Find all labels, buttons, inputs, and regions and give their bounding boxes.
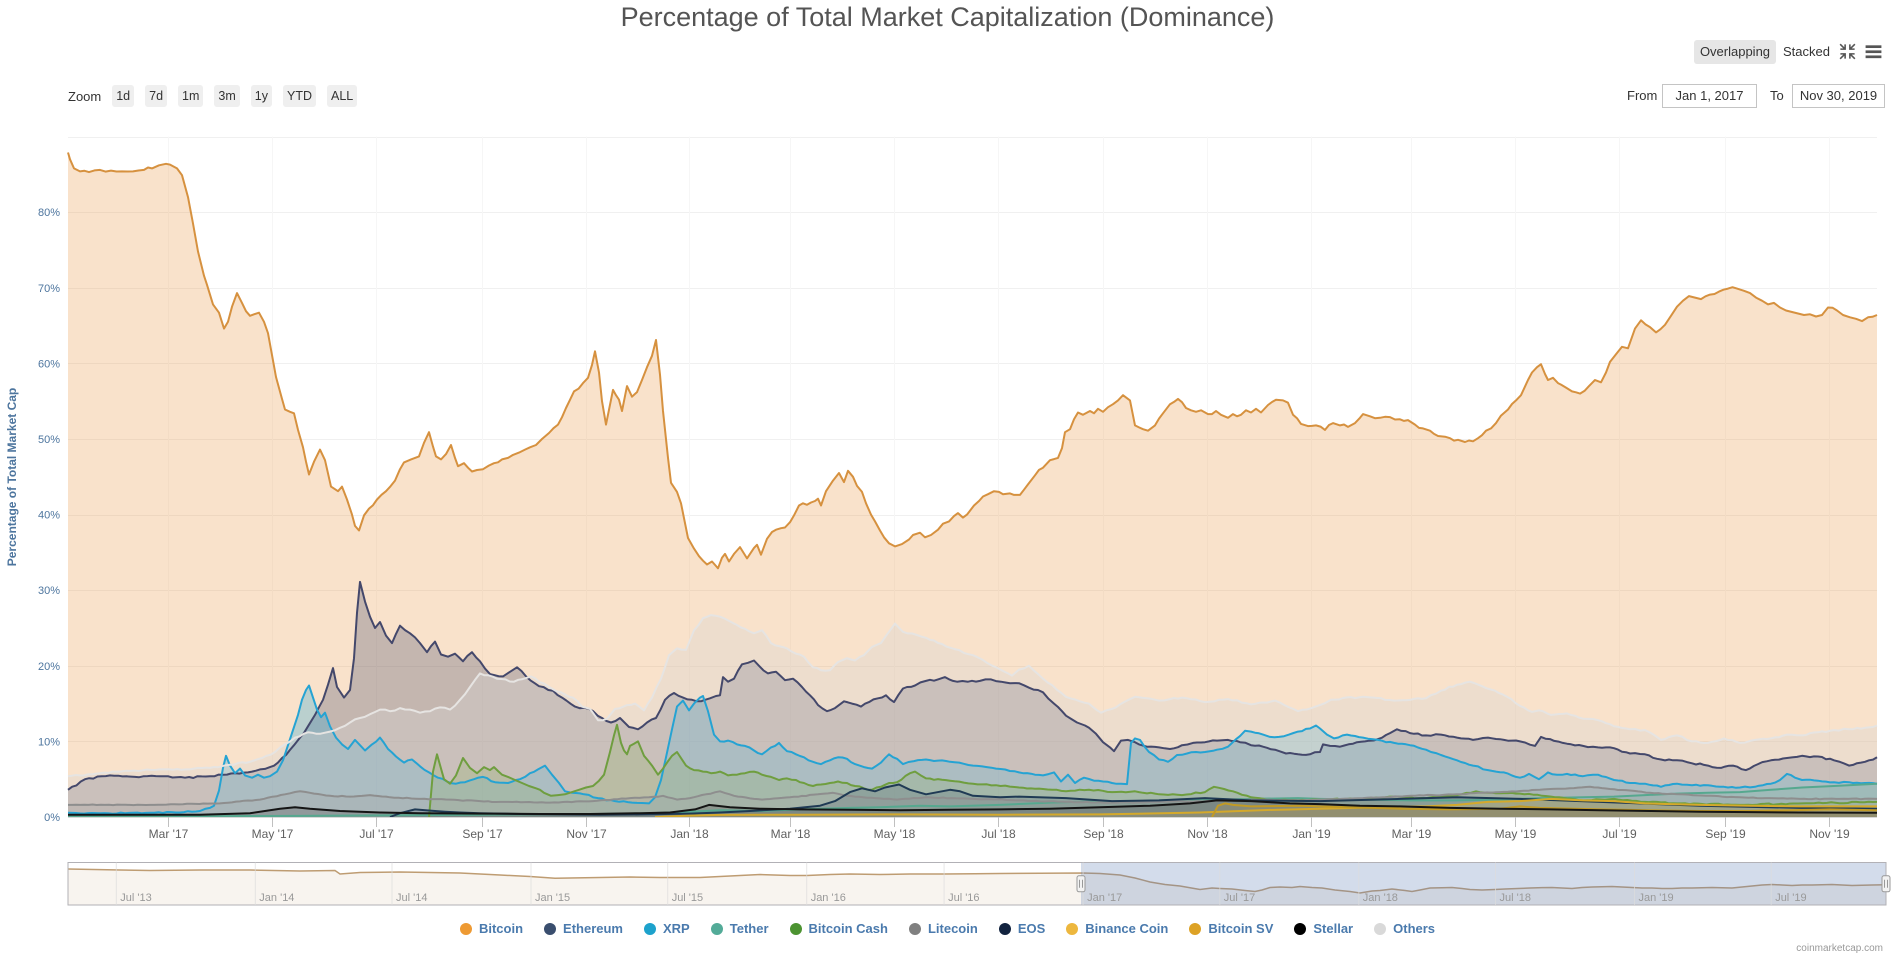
svg-text:60%: 60% [38, 358, 60, 370]
svg-text:Jan '16: Jan '16 [811, 892, 846, 904]
svg-text:Jan '18: Jan '18 [670, 827, 709, 841]
svg-text:Jul '14: Jul '14 [396, 892, 427, 904]
svg-text:70%: 70% [38, 283, 60, 295]
svg-text:May '18: May '18 [874, 827, 916, 841]
svg-text:Mar '18: Mar '18 [771, 827, 811, 841]
svg-text:50%: 50% [38, 434, 60, 446]
svg-text:Jan '14: Jan '14 [259, 892, 294, 904]
svg-text:Nov '17: Nov '17 [566, 827, 607, 841]
svg-text:Jul '18: Jul '18 [1500, 892, 1531, 904]
svg-text:Jan '18: Jan '18 [1363, 892, 1398, 904]
svg-text:Jul '17: Jul '17 [1224, 892, 1255, 904]
svg-text:Nov '18: Nov '18 [1187, 827, 1228, 841]
svg-text:Nov '19: Nov '19 [1809, 827, 1850, 841]
svg-text:Percentage of Total Market Cap: Percentage of Total Market Cap [5, 388, 19, 567]
svg-text:0%: 0% [44, 812, 60, 824]
svg-text:10%: 10% [38, 736, 60, 748]
svg-text:Jan '19: Jan '19 [1292, 827, 1331, 841]
svg-text:Jul '17: Jul '17 [359, 827, 394, 841]
svg-text:Jul '18: Jul '18 [981, 827, 1016, 841]
svg-text:40%: 40% [38, 510, 60, 522]
svg-text:Jul '15: Jul '15 [672, 892, 703, 904]
svg-text:Jan '15: Jan '15 [535, 892, 570, 904]
svg-text:Sep '19: Sep '19 [1705, 827, 1746, 841]
svg-text:30%: 30% [38, 585, 60, 597]
svg-text:Jul '19: Jul '19 [1602, 827, 1637, 841]
svg-text:Jan '19: Jan '19 [1639, 892, 1674, 904]
svg-text:Sep '17: Sep '17 [462, 827, 503, 841]
svg-text:80%: 80% [38, 207, 60, 219]
svg-text:Mar '17: Mar '17 [149, 827, 189, 841]
svg-text:May '19: May '19 [1495, 827, 1537, 841]
svg-text:Jul '16: Jul '16 [948, 892, 979, 904]
svg-text:Jan '17: Jan '17 [1087, 892, 1122, 904]
svg-text:Jul '13: Jul '13 [120, 892, 151, 904]
svg-text:20%: 20% [38, 661, 60, 673]
svg-text:Mar '19: Mar '19 [1392, 827, 1432, 841]
svg-text:May '17: May '17 [252, 827, 294, 841]
svg-text:Jul '19: Jul '19 [1775, 892, 1806, 904]
svg-text:Sep '18: Sep '18 [1083, 827, 1124, 841]
